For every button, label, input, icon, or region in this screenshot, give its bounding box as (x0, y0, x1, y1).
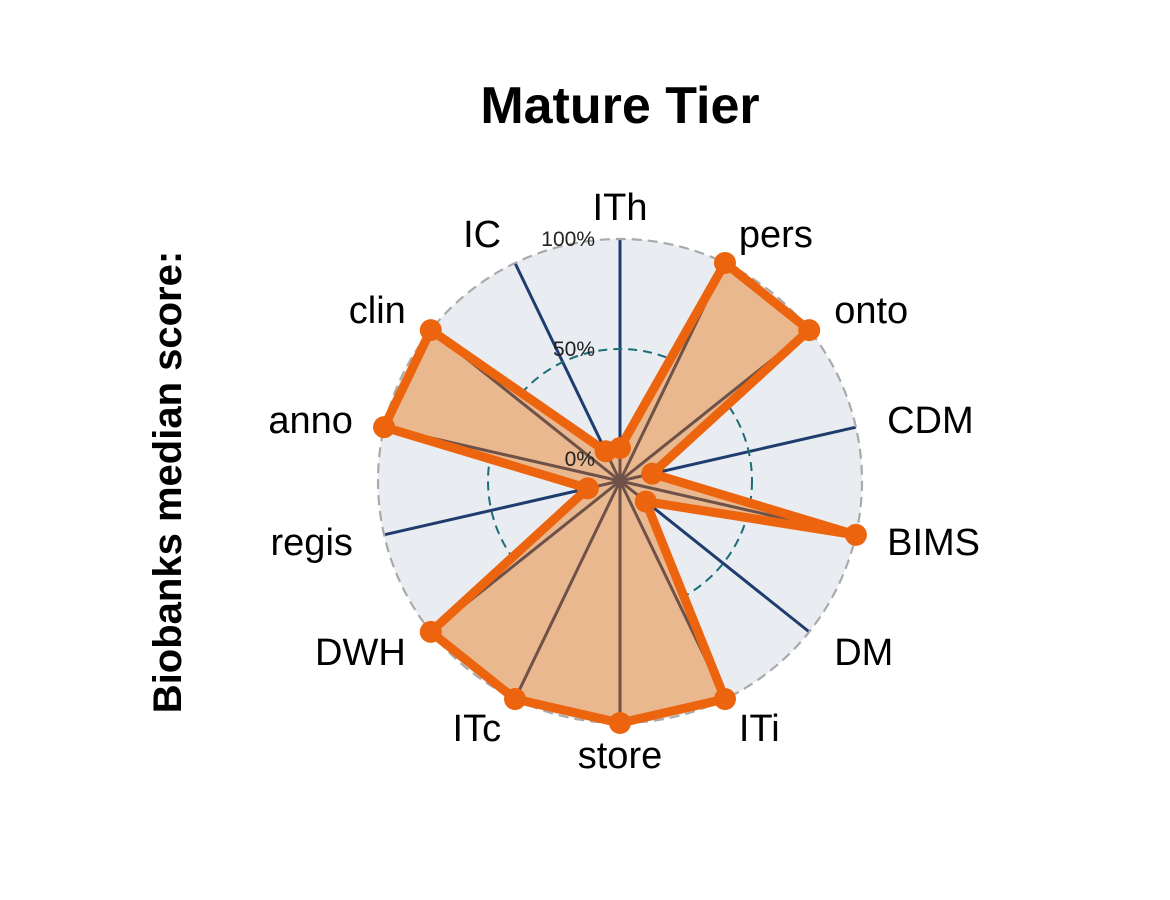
axis-label-anno: anno (268, 400, 353, 442)
point-store (609, 712, 631, 734)
point-DM (635, 491, 657, 513)
chart-title: Mature Tier (480, 77, 759, 135)
axis-label-DWH: DWH (315, 632, 406, 674)
axis-label-ITh: ITh (593, 187, 648, 229)
axis-label-regis: regis (271, 522, 353, 564)
point-clin (420, 319, 442, 341)
point-anno (373, 416, 395, 438)
axis-label-CDM: CDM (887, 400, 974, 442)
axis-label-ITc: ITc (453, 708, 502, 750)
axis-label-DM: DM (834, 632, 893, 674)
point-regis (577, 477, 599, 499)
axis-label-pers: pers (739, 214, 813, 256)
axis-label-BIMS: BIMS (887, 522, 980, 564)
point-CDM (641, 463, 663, 485)
tick-label-0: 0% (565, 448, 595, 471)
point-pers (714, 252, 736, 274)
axis-label-IC: IC (463, 214, 501, 256)
point-ITi (714, 688, 736, 710)
tick-label-50: 50% (553, 338, 595, 361)
axis-label-clin: clin (349, 290, 406, 332)
point-ITc (504, 688, 526, 710)
axis-label-ITi: ITi (739, 708, 780, 750)
point-onto (798, 319, 820, 341)
point-DWH (420, 621, 442, 643)
tick-label-100: 100% (541, 228, 595, 251)
point-IC (595, 440, 617, 462)
y-axis-label: Biobanks median score: (146, 251, 190, 713)
axis-label-store: store (578, 735, 662, 777)
point-BIMS (845, 524, 867, 546)
axis-label-onto: onto (834, 290, 908, 332)
